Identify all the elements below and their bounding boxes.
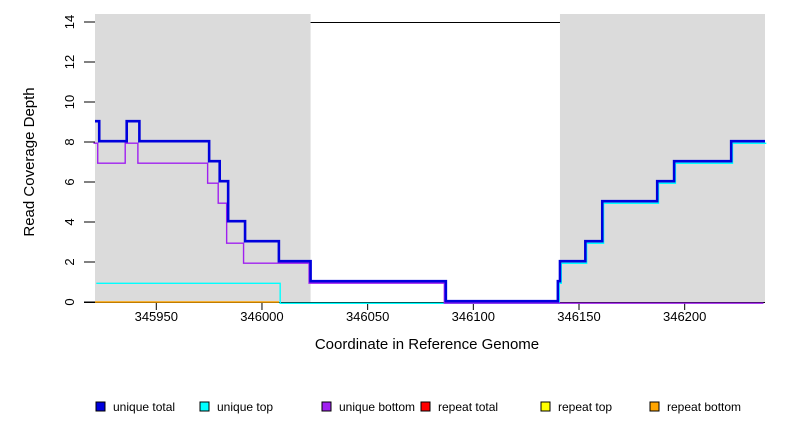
x-axis-tick-label: 346000 <box>240 309 283 324</box>
y-axis-tick-label: 2 <box>62 258 77 265</box>
y-axis-tick-label: 0 <box>62 298 77 305</box>
legend-swatch-unique-bottom <box>321 401 332 412</box>
grid-shaded-region <box>559 14 765 302</box>
x-axis-tick-label: 346200 <box>663 309 706 324</box>
y-axis-tick-label: 4 <box>62 218 77 225</box>
legend-label: unique bottom <box>339 400 415 414</box>
x-axis-title: Coordinate in Reference Genome <box>315 336 539 353</box>
legend-item-repeat-total: repeat total <box>420 400 498 414</box>
y-axis-tick-label: 10 <box>62 95 77 109</box>
x-axis-tick-label: 346150 <box>557 309 600 324</box>
legend-item-unique-top: unique top <box>199 400 273 414</box>
legend-item-unique-bottom: unique bottom <box>321 400 415 414</box>
legend-swatch-unique-total <box>95 401 106 412</box>
y-axis-tick-label: 12 <box>62 55 77 69</box>
legend-label: repeat bottom <box>667 400 741 414</box>
legend-swatch-repeat-total <box>420 401 431 412</box>
legend-label: repeat total <box>438 400 498 414</box>
legend-swatch-unique-top <box>199 401 210 412</box>
legend-swatch-repeat-bottom <box>649 401 660 412</box>
legend-item-repeat-bottom: repeat bottom <box>649 400 741 414</box>
legend-item-repeat-top: repeat top <box>540 400 612 414</box>
grid-shaded-region <box>95 14 311 302</box>
legend-label: unique top <box>217 400 273 414</box>
y-axis-tick-label: 14 <box>62 15 77 29</box>
legend-item-unique-total: unique total <box>95 400 175 414</box>
y-axis-title: Read Coverage Depth <box>21 87 38 236</box>
x-axis-tick-label: 346050 <box>346 309 389 324</box>
x-axis-tick-label: 345950 <box>135 309 178 324</box>
x-axis-tick-label: 346100 <box>452 309 495 324</box>
series-line-unique-bottom <box>93 142 764 304</box>
y-axis-tick-label: 8 <box>62 138 77 145</box>
y-axis-tick-label: 6 <box>62 178 77 185</box>
legend: unique total unique top unique bottom repea… <box>95 400 741 414</box>
series-line-unique-total <box>95 119 765 303</box>
legend-label: repeat top <box>558 400 612 414</box>
legend-label: unique total <box>113 400 175 414</box>
plot-area: 345950 346000 346050 346100 346150 346200 0 2 4 6… <box>62 14 767 324</box>
legend-swatch-repeat-top <box>540 401 551 412</box>
